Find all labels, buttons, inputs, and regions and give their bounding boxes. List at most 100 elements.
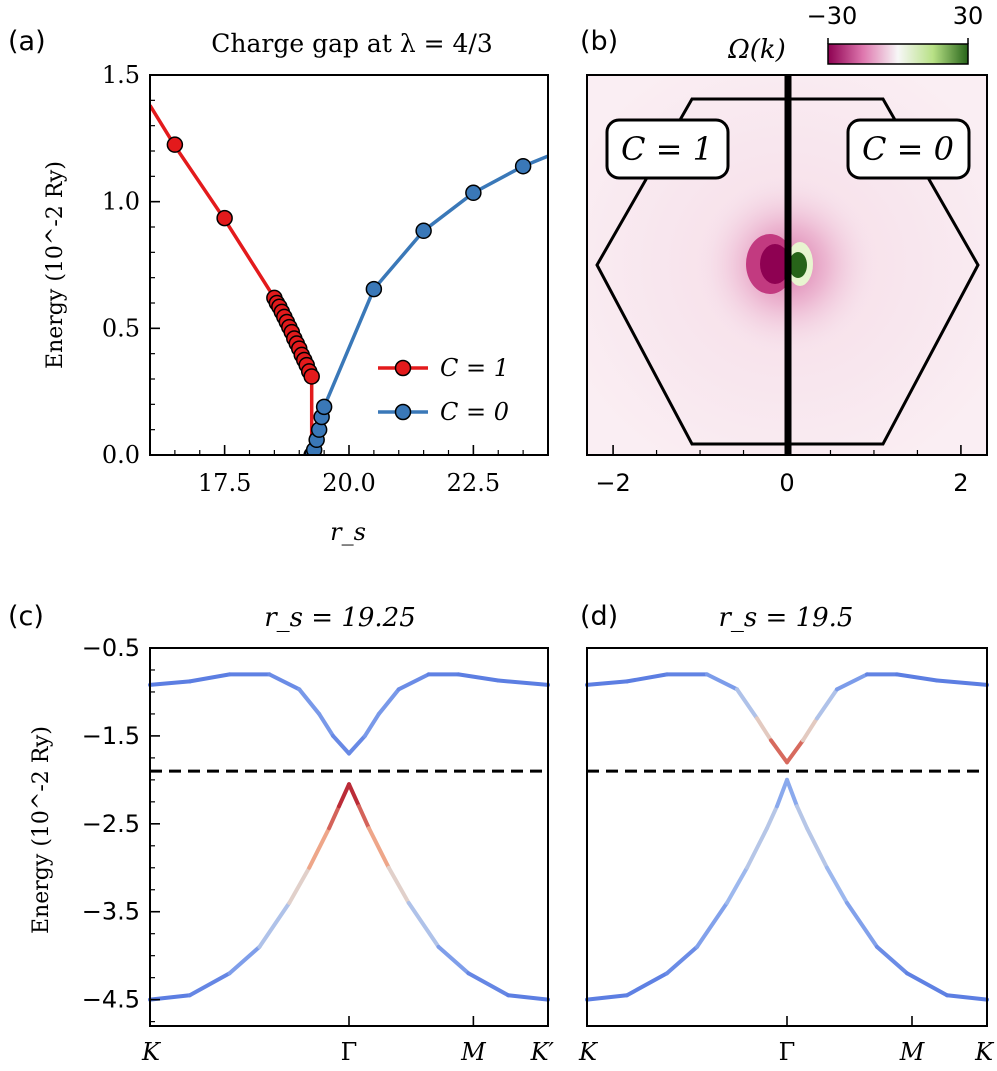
band-segment-valence — [945, 993, 989, 1002]
y-tick-label: −0.5 — [82, 634, 140, 662]
band-segment-valence — [287, 865, 312, 905]
band-segment-conduction — [895, 672, 939, 683]
band-segment-conduction — [785, 738, 805, 765]
annotation-box-c0 — [846, 118, 971, 180]
band-segment-conduction — [362, 711, 381, 738]
band-segment-conduction — [585, 679, 629, 687]
panel-label-d: (d) — [580, 601, 618, 632]
colorbar-tick-label-max: 30 — [953, 2, 984, 30]
panel-a-legend: C = 1 C = 0 — [378, 354, 509, 426]
band-segment-valence — [695, 900, 729, 949]
band-segment-valence — [905, 971, 949, 998]
panel-b-heatmap: C = 1 C = 0 — [587, 75, 987, 455]
series-line-c0 — [310, 154, 548, 455]
band-segment-valence — [436, 944, 471, 976]
band-segment-valence — [307, 826, 332, 870]
data-point-c0 — [415, 222, 432, 240]
band-segment-conduction — [376, 687, 401, 716]
y-tick-label: 0.5 — [102, 314, 140, 342]
band-segment-conduction — [769, 738, 789, 765]
y-tick-label: 0.0 — [102, 441, 140, 469]
band-segment-conduction — [835, 672, 869, 692]
panel-label-a: (a) — [8, 26, 46, 57]
annotation-c1: C = 1 — [621, 130, 713, 168]
panel-c-plot-area — [148, 672, 550, 1002]
x-tick-label: 17.5 — [198, 469, 251, 497]
band-segment-valence — [625, 971, 669, 998]
band-segment-conduction — [456, 672, 501, 683]
band-segment-conduction — [735, 687, 759, 721]
band-segment-valence — [665, 944, 699, 976]
band-segment-valence — [785, 777, 799, 809]
panel-d-title: r_s = 19.5 — [719, 603, 854, 633]
band-segment-conduction — [801, 716, 819, 743]
panel-a-plot-area — [150, 104, 548, 455]
panel-a-axes: 17.5 20.0 22.5 0.0 0.5 1.0 1.5 — [102, 61, 549, 497]
band-segment-valence — [745, 826, 769, 870]
data-point-c0 — [315, 398, 333, 416]
panel-label-c: (c) — [8, 601, 44, 632]
panel-label-b: (b) — [580, 26, 618, 57]
band-segment-conduction — [815, 687, 839, 721]
legend-marker — [394, 359, 412, 377]
colorbar-label: Ω(k) — [727, 35, 786, 65]
band-segment-valence — [356, 804, 371, 831]
berry-curvature-hotspot — [746, 234, 813, 294]
panel-d-plot-area — [585, 672, 989, 1002]
band-segment-valence — [795, 804, 809, 831]
legend-entry-c1: C = 1 — [440, 354, 509, 382]
data-point-c0 — [514, 157, 532, 175]
y-tick-label: −4.5 — [82, 986, 140, 1014]
band-segment-conduction — [755, 716, 773, 743]
x-tick-label: 2 — [953, 469, 968, 497]
y-tick-label: −2.5 — [82, 810, 140, 838]
panel-d-frame — [586, 647, 988, 1027]
y-tick-label: 1.5 — [102, 61, 140, 89]
band-segment-conduction — [187, 672, 232, 684]
band-segment-valence — [406, 900, 441, 949]
band-segment-valence — [366, 826, 391, 870]
x-tick-label: 0 — [779, 469, 794, 497]
data-point-c1 — [303, 368, 320, 385]
panel-c-bands-rs-19.25: (c) r_s = 19.25 K Γ M K′ −0.5 −1.5 −2.5 −3.5 −4.… — [8, 601, 555, 1066]
panel-c-axes: K Γ M K′ −0.5 −1.5 −2.5 −3.5 −4.5 — [82, 634, 555, 1066]
band-segment-conduction — [396, 672, 431, 692]
annotation-c0: C = 0 — [862, 130, 954, 168]
positive-curvature-core — [789, 252, 807, 278]
panel-a-xlabel: r_s — [330, 518, 366, 546]
band-segment-valence — [347, 782, 361, 809]
k-point-label: Γ — [341, 1038, 358, 1066]
band-segment-valence — [327, 804, 342, 831]
band-segment-valence — [257, 900, 292, 949]
data-point-c0 — [465, 184, 482, 202]
panel-d-bands-rs-19.5: (d) r_s = 19.5 K Γ M K — [578, 601, 995, 1066]
band-segment-valence — [765, 804, 779, 831]
k-point-label: K — [578, 1038, 599, 1066]
legend-marker — [394, 403, 412, 421]
k-point-label: M — [460, 1038, 487, 1066]
brillouin-zone-hexagon — [595, 97, 980, 446]
k-point-label: Γ — [779, 1038, 796, 1066]
band-segment-valence — [585, 993, 629, 1002]
band-segment-valence — [337, 782, 351, 809]
band-segment-valence — [805, 826, 829, 870]
band-segment-conduction — [148, 679, 192, 687]
band-segment-valence — [227, 944, 262, 976]
data-point-c1 — [216, 209, 233, 227]
series-line-c1 — [150, 104, 314, 455]
band-segment-valence — [845, 900, 879, 949]
panel-b-axes: −2 0 2 — [595, 445, 969, 497]
band-segment-conduction — [625, 672, 669, 684]
panel-c-title: r_s = 19.25 — [264, 603, 416, 633]
x-tick-label: 20.0 — [322, 469, 375, 497]
band-segment-conduction — [496, 678, 550, 687]
band-segment-conduction — [705, 672, 739, 692]
panel-a-charge-gap: (a) Charge gap at λ = 4/3 17.5 20.0 22.5 0.… — [8, 26, 549, 546]
band-segment-valence — [466, 971, 511, 998]
panel-b-berry-curvature: (b) C = 1 C = 0 −2 0 2 Ω(k) −30 30 — [580, 2, 988, 497]
band-segment-valence — [775, 777, 789, 809]
y-tick-label: 1.0 — [102, 188, 140, 216]
band-segment-valence — [875, 944, 909, 976]
colorbar-tick-label-min: −30 — [807, 2, 858, 30]
